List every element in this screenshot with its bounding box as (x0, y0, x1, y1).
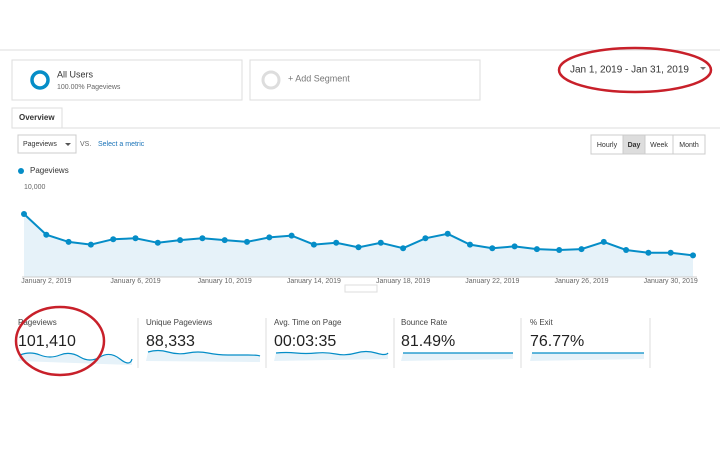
x-tick-label: January 10, 2019 (198, 278, 252, 285)
point (21, 211, 27, 217)
date-range[interactable]: Jan 1, 2019 - Jan 31, 2019 (570, 65, 689, 76)
sparkline-line (19, 352, 133, 364)
sparkline (146, 350, 260, 362)
vs-label: VS. (80, 141, 91, 148)
dropdown-arrow (65, 143, 71, 146)
add-segment-icon (261, 70, 281, 90)
legend-label: Pageviews (30, 166, 69, 175)
point (43, 231, 50, 238)
point (87, 241, 94, 248)
point (288, 232, 295, 239)
metric-value: 101,410 (18, 333, 76, 350)
y-tick-label: 10,000 (24, 184, 46, 191)
point (244, 238, 250, 245)
sparkline-line (147, 349, 261, 357)
tab-label: Overview (19, 113, 55, 122)
point (333, 239, 340, 246)
resize-handle[interactable] (344, 284, 378, 293)
area (24, 214, 693, 277)
x-tick-label: January 26, 2019 (554, 278, 608, 285)
point (645, 249, 652, 256)
metric-name: Pageviews (23, 141, 57, 148)
metric-value: 00:03:35 (274, 333, 336, 350)
metric-label: Avg. Time on Page (274, 318, 342, 327)
point (132, 235, 139, 242)
x-tick-label: January 6, 2019 (110, 278, 160, 285)
segment-icon (30, 70, 50, 90)
point (578, 246, 585, 253)
metric-dropdown[interactable] (17, 134, 77, 154)
select-metric[interactable]: Select a metric (98, 141, 145, 148)
metric-label: Bounce Rate (401, 318, 448, 327)
segment-card[interactable] (11, 59, 243, 101)
legend-dot (18, 168, 24, 174)
point (110, 236, 117, 243)
highlight-circle (557, 46, 713, 94)
point (154, 239, 161, 246)
point (444, 230, 451, 237)
x-tick-label: January 30, 2019 (644, 278, 698, 285)
point (422, 235, 429, 242)
sparkline (18, 353, 132, 365)
x-tick-label: January 18, 2019 (376, 278, 430, 285)
sparkline-line (275, 350, 389, 356)
add-segment-card[interactable] (249, 59, 481, 101)
metric-label: % Exit (530, 318, 553, 327)
point (690, 252, 696, 259)
point (556, 247, 563, 253)
granularity-label: Hourly (597, 142, 618, 149)
granularity-label: Week (650, 142, 668, 149)
x-tick-label: January 14, 2019 (287, 278, 341, 285)
metric-label: Unique Pageviews (146, 318, 212, 327)
x-tick-label: January 2, 2019 (21, 278, 71, 285)
granularity-label: Day (628, 142, 641, 149)
point (489, 245, 496, 252)
point (266, 234, 273, 241)
segment-name: All Users (57, 69, 94, 79)
granularity-button[interactable] (672, 134, 706, 155)
point (533, 246, 540, 253)
point (600, 238, 607, 245)
point (377, 239, 384, 246)
date-dropdown[interactable] (700, 67, 706, 70)
point (65, 238, 72, 245)
x-tick-label: January 22, 2019 (465, 278, 519, 285)
point (221, 237, 228, 244)
sparkline (401, 353, 513, 361)
highlight-circle (14, 305, 106, 377)
metric-value: 76.77% (530, 333, 584, 350)
point (511, 243, 518, 250)
point (400, 245, 407, 252)
segment-detail: 100.00% Pageviews (57, 84, 121, 91)
tab[interactable] (11, 107, 63, 129)
sparkline (530, 353, 644, 361)
metric-label: Pageviews (18, 318, 57, 327)
point (199, 235, 206, 242)
point (623, 247, 630, 253)
add-segment: + Add Segment (288, 73, 350, 83)
point (355, 244, 362, 251)
point (467, 241, 473, 248)
metric-value: 88,333 (146, 333, 195, 350)
point (177, 237, 184, 244)
point (667, 249, 674, 256)
point (310, 241, 317, 248)
metric-value: 81.49% (401, 333, 455, 350)
granularity-label: Month (679, 142, 699, 149)
